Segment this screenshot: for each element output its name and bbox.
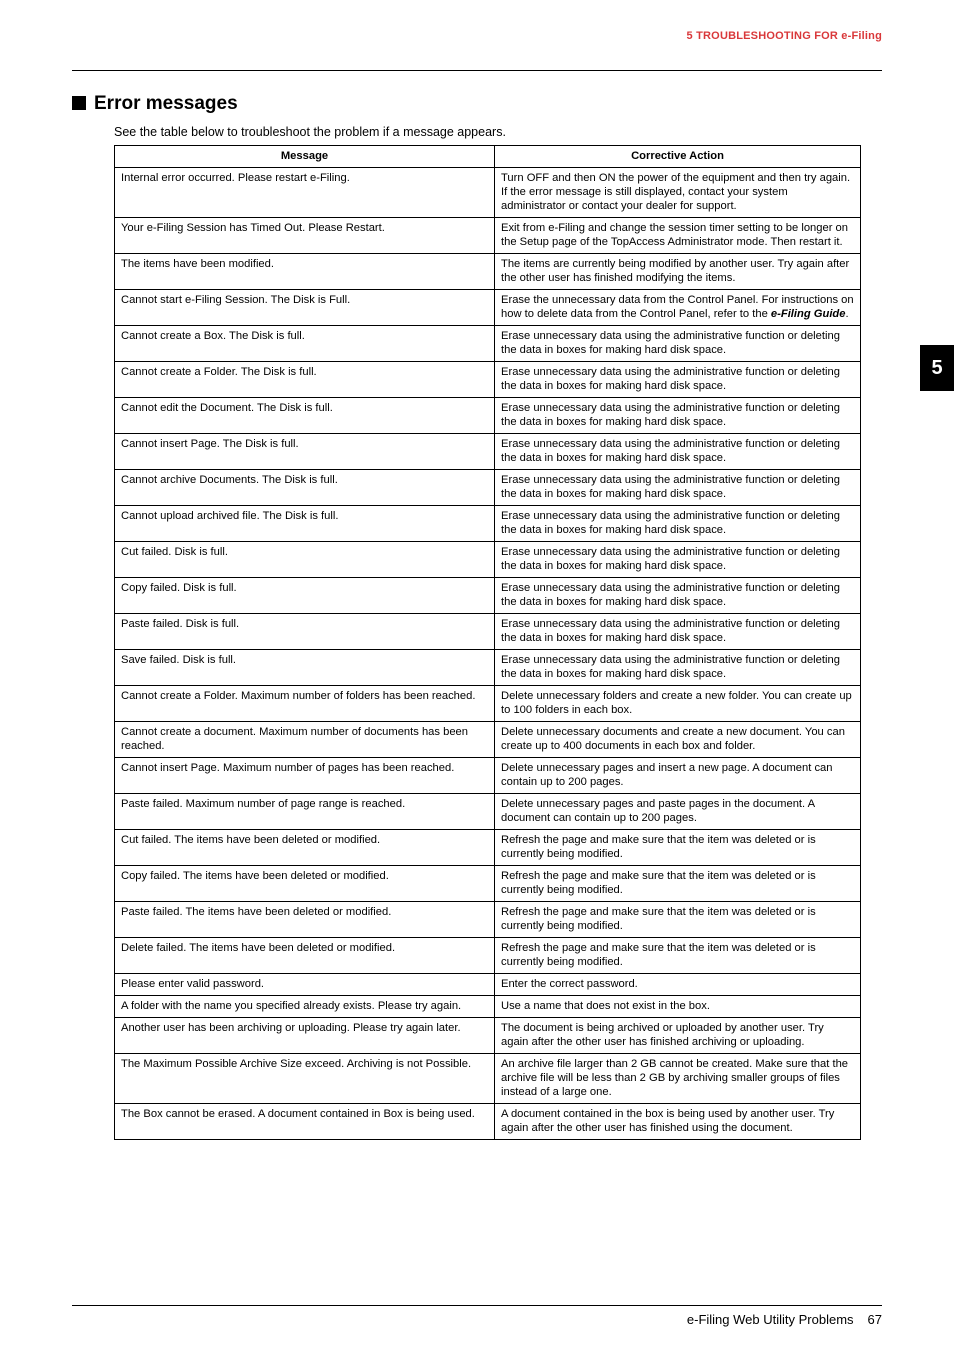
cell-message: Paste failed. Disk is full.	[115, 614, 495, 650]
table-row: Save failed. Disk is full.Erase unnecess…	[115, 650, 861, 686]
cell-message: Cannot archive Documents. The Disk is fu…	[115, 470, 495, 506]
cell-message: Cannot insert Page. Maximum number of pa…	[115, 758, 495, 794]
section-marker	[72, 96, 86, 110]
table-row: Cut failed. The items have been deleted …	[115, 830, 861, 866]
cell-action: Delete unnecessary pages and insert a ne…	[495, 758, 861, 794]
table-row: Cannot archive Documents. The Disk is fu…	[115, 470, 861, 506]
table-row: A folder with the name you specified alr…	[115, 996, 861, 1018]
cell-message: Cannot create a Folder. The Disk is full…	[115, 362, 495, 398]
cell-message: A folder with the name you specified alr…	[115, 996, 495, 1018]
table-row: Copy failed. Disk is full.Erase unnecess…	[115, 578, 861, 614]
cell-message: Another user has been archiving or uploa…	[115, 1018, 495, 1054]
cell-message: Paste failed. Maximum number of page ran…	[115, 794, 495, 830]
table-row: The items have been modified.The items a…	[115, 254, 861, 290]
footer-title: e-Filing Web Utility Problems	[687, 1312, 854, 1327]
cell-message: Cut failed. Disk is full.	[115, 542, 495, 578]
cell-message: Save failed. Disk is full.	[115, 650, 495, 686]
table-row: Delete failed. The items have been delet…	[115, 938, 861, 974]
cell-action: Turn OFF and then ON the power of the eq…	[495, 168, 861, 218]
cell-action: Delete unnecessary documents and create …	[495, 722, 861, 758]
cell-message: The Maximum Possible Archive Size exceed…	[115, 1054, 495, 1104]
cell-action: Refresh the page and make sure that the …	[495, 830, 861, 866]
cell-action: A document contained in the box is being…	[495, 1104, 861, 1140]
cell-action: Refresh the page and make sure that the …	[495, 866, 861, 902]
col-header-message: Message	[115, 146, 495, 168]
cell-action: The items are currently being modified b…	[495, 254, 861, 290]
section-title: Error messages	[94, 93, 238, 115]
cell-action: Delete unnecessary pages and paste pages…	[495, 794, 861, 830]
cell-message: Cannot insert Page. The Disk is full.	[115, 434, 495, 470]
cell-message: Copy failed. Disk is full.	[115, 578, 495, 614]
cell-action: The document is being archived or upload…	[495, 1018, 861, 1054]
cell-message: Cannot create a document. Maximum number…	[115, 722, 495, 758]
cell-action: Delete unnecessary folders and create a …	[495, 686, 861, 722]
table-row: Your e-Filing Session has Timed Out. Ple…	[115, 218, 861, 254]
cell-action: Erase unnecessary data using the adminis…	[495, 434, 861, 470]
table-row: Cannot upload archived file. The Disk is…	[115, 506, 861, 542]
cell-action: Exit from e-Filing and change the sessio…	[495, 218, 861, 254]
cell-message: Cannot create a Box. The Disk is full.	[115, 326, 495, 362]
cell-action: Erase unnecessary data using the adminis…	[495, 614, 861, 650]
cell-message: The Box cannot be erased. A document con…	[115, 1104, 495, 1140]
table-row: Cannot insert Page. The Disk is full.Era…	[115, 434, 861, 470]
table-row: Cannot insert Page. Maximum number of pa…	[115, 758, 861, 794]
table-row: Cannot create a Folder. Maximum number o…	[115, 686, 861, 722]
cell-action: An archive file larger than 2 GB cannot …	[495, 1054, 861, 1104]
table-row: Cannot edit the Document. The Disk is fu…	[115, 398, 861, 434]
cell-message: Cannot edit the Document. The Disk is fu…	[115, 398, 495, 434]
col-header-action: Corrective Action	[495, 146, 861, 168]
cell-action: Erase unnecessary data using the adminis…	[495, 542, 861, 578]
running-head: 5 TROUBLESHOOTING FOR e-Filing	[72, 30, 882, 42]
footer-page-number: 67	[868, 1312, 882, 1327]
cell-message: Cannot create a Folder. Maximum number o…	[115, 686, 495, 722]
table-row: Copy failed. The items have been deleted…	[115, 866, 861, 902]
table-row: Paste failed. Disk is full.Erase unneces…	[115, 614, 861, 650]
cell-message: Please enter valid password.	[115, 974, 495, 996]
table-row: Another user has been archiving or uploa…	[115, 1018, 861, 1054]
cell-action: Erase unnecessary data using the adminis…	[495, 650, 861, 686]
table-row: Cannot create a document. Maximum number…	[115, 722, 861, 758]
cell-message: Your e-Filing Session has Timed Out. Ple…	[115, 218, 495, 254]
table-row: Please enter valid password.Enter the co…	[115, 974, 861, 996]
cell-action: Erase unnecessary data using the adminis…	[495, 362, 861, 398]
cell-action: Erase unnecessary data using the adminis…	[495, 398, 861, 434]
table-row: Cannot create a Folder. The Disk is full…	[115, 362, 861, 398]
cell-message: Copy failed. The items have been deleted…	[115, 866, 495, 902]
cell-action: Erase unnecessary data using the adminis…	[495, 470, 861, 506]
cell-action: Erase unnecessary data using the adminis…	[495, 578, 861, 614]
table-row: Cannot create a Box. The Disk is full.Er…	[115, 326, 861, 362]
cell-message: Internal error occurred. Please restart …	[115, 168, 495, 218]
error-messages-table: Message Corrective Action Internal error…	[114, 145, 861, 1140]
cell-message: Cannot start e-Filing Session. The Disk …	[115, 290, 495, 326]
chapter-side-tab: 5	[920, 345, 954, 391]
cell-action: Erase unnecessary data using the adminis…	[495, 506, 861, 542]
cell-action: Refresh the page and make sure that the …	[495, 938, 861, 974]
e-filing-guide-ref: e-Filing Guide	[771, 308, 846, 320]
cell-message: Paste failed. The items have been delete…	[115, 902, 495, 938]
cell-message: The items have been modified.	[115, 254, 495, 290]
table-row: Paste failed. The items have been delete…	[115, 902, 861, 938]
cell-message: Cut failed. The items have been deleted …	[115, 830, 495, 866]
cell-message: Cannot upload archived file. The Disk is…	[115, 506, 495, 542]
cell-action: Enter the correct password.	[495, 974, 861, 996]
running-head-rule	[72, 70, 882, 71]
intro-text: See the table below to troubleshoot the …	[114, 125, 882, 139]
cell-action: Erase unnecessary data using the adminis…	[495, 326, 861, 362]
cell-action: Refresh the page and make sure that the …	[495, 902, 861, 938]
table-row: The Maximum Possible Archive Size exceed…	[115, 1054, 861, 1104]
cell-message: Delete failed. The items have been delet…	[115, 938, 495, 974]
cell-action: Erase the unnecessary data from the Cont…	[495, 290, 861, 326]
cell-action: Use a name that does not exist in the bo…	[495, 996, 861, 1018]
table-row: Cut failed. Disk is full.Erase unnecessa…	[115, 542, 861, 578]
footer-rule	[72, 1305, 882, 1306]
table-row: Paste failed. Maximum number of page ran…	[115, 794, 861, 830]
table-row: Internal error occurred. Please restart …	[115, 168, 861, 218]
table-header-row: Message Corrective Action	[115, 146, 861, 168]
table-row: The Box cannot be erased. A document con…	[115, 1104, 861, 1140]
table-row: Cannot start e-Filing Session. The Disk …	[115, 290, 861, 326]
